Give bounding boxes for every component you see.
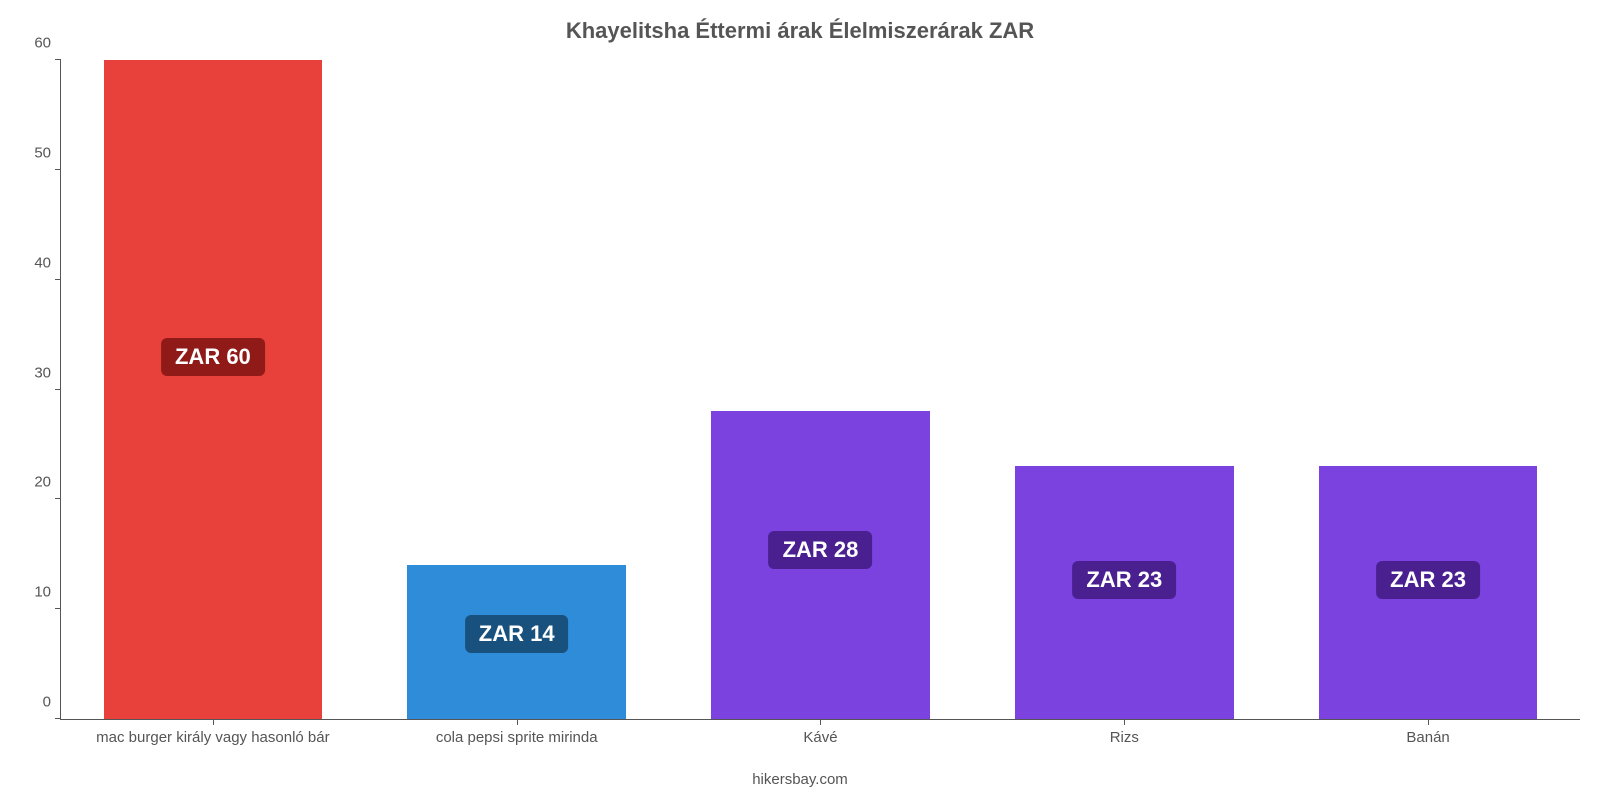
bar-value-badge: ZAR 23 bbox=[1376, 561, 1480, 599]
x-tick-label: Kávé bbox=[803, 719, 837, 746]
x-tick-label: mac burger király vagy hasonló bár bbox=[96, 719, 329, 746]
plot-area: ZAR 60mac burger király vagy hasonló bár… bbox=[60, 60, 1580, 720]
y-tick-label: 40 bbox=[34, 254, 61, 271]
y-tick-label: 20 bbox=[34, 474, 61, 491]
x-tick-label: Rizs bbox=[1110, 719, 1139, 746]
bar-slot: ZAR 14cola pepsi sprite mirinda bbox=[365, 60, 669, 719]
y-tick-mark bbox=[55, 59, 61, 60]
bar-value-badge: ZAR 14 bbox=[465, 615, 569, 653]
bar-value-badge: ZAR 28 bbox=[769, 531, 873, 569]
x-tick-label: Banán bbox=[1406, 719, 1449, 746]
y-tick-label: 60 bbox=[34, 35, 61, 52]
y-tick-label: 10 bbox=[34, 584, 61, 601]
y-tick-label: 0 bbox=[43, 694, 61, 711]
bar bbox=[104, 60, 323, 719]
bar-slot: ZAR 28Kávé bbox=[669, 60, 973, 719]
chart-title: Khayelitsha Éttermi árak Élelmiszerárak … bbox=[0, 18, 1600, 44]
y-tick-mark bbox=[55, 718, 61, 719]
bar-value-badge: ZAR 60 bbox=[161, 338, 265, 376]
price-bar-chart: Khayelitsha Éttermi árak Élelmiszerárak … bbox=[0, 0, 1600, 800]
y-tick-mark bbox=[55, 169, 61, 170]
y-tick-mark bbox=[55, 608, 61, 609]
bar-slot: ZAR 23Banán bbox=[1276, 60, 1580, 719]
x-tick-label: cola pepsi sprite mirinda bbox=[436, 719, 598, 746]
bar-slot: ZAR 60mac burger király vagy hasonló bár bbox=[61, 60, 365, 719]
y-tick-label: 50 bbox=[34, 144, 61, 161]
chart-footer: hikersbay.com bbox=[0, 771, 1600, 788]
y-tick-mark bbox=[55, 498, 61, 499]
y-tick-label: 30 bbox=[34, 364, 61, 381]
bar-value-badge: ZAR 23 bbox=[1072, 561, 1176, 599]
bar-slot: ZAR 23Rizs bbox=[972, 60, 1276, 719]
y-tick-mark bbox=[55, 279, 61, 280]
y-tick-mark bbox=[55, 389, 61, 390]
bars-row: ZAR 60mac burger király vagy hasonló bár… bbox=[61, 60, 1580, 719]
